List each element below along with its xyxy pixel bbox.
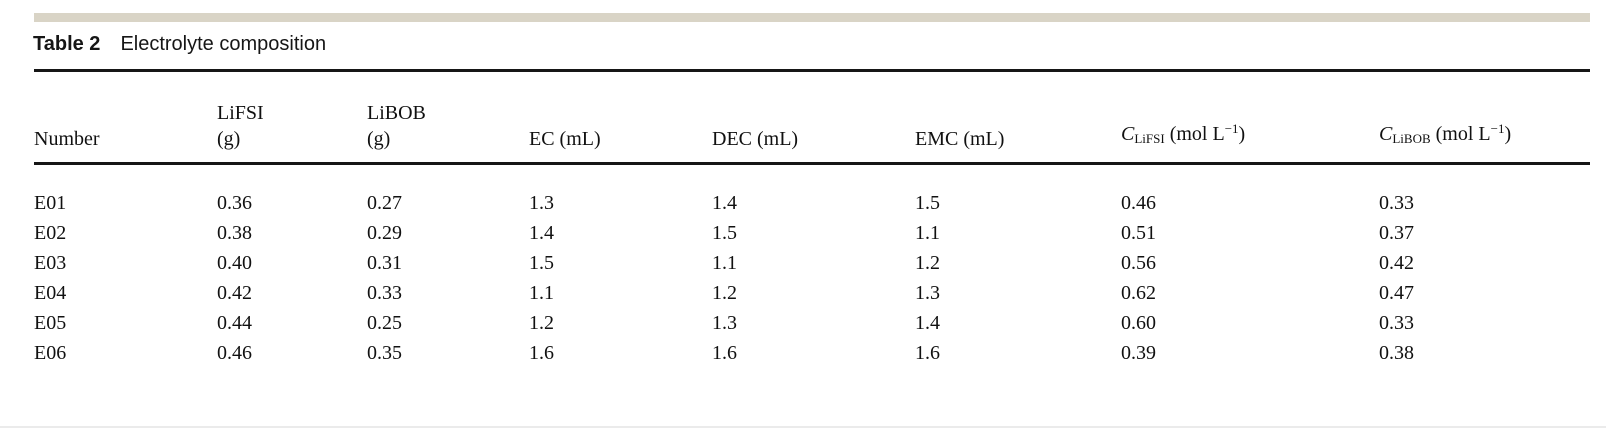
table-row: E06 0.46 0.35 1.6 1.6 1.6 0.39 0.38: [34, 338, 1590, 368]
cell-number: E04: [34, 282, 67, 304]
bottom-divider: [0, 426, 1606, 428]
cell: 0.44: [217, 312, 252, 334]
cell: 1.1: [712, 252, 737, 274]
accent-bar: [34, 13, 1590, 22]
cell: 0.35: [367, 342, 402, 364]
header-lifsi-g: LiFSI (g): [217, 84, 367, 165]
cell: 1.1: [529, 282, 554, 304]
cell: 1.4: [915, 312, 940, 334]
cell: 0.42: [217, 282, 252, 304]
header-c-libob: CLiBOB (mol L−1): [1379, 84, 1590, 165]
cell: 1.5: [529, 252, 554, 274]
cell: 0.33: [1379, 312, 1414, 334]
cell-number: E05: [34, 312, 67, 334]
cell: 0.29: [367, 222, 402, 244]
cell: 0.42: [1379, 252, 1414, 274]
cell: 0.31: [367, 252, 402, 274]
header-libob-g: LiBOB (g): [367, 84, 529, 165]
cell: 0.38: [217, 222, 252, 244]
cell: 1.2: [915, 252, 940, 274]
header-c-lifsi: CLiFSI (mol L−1): [1121, 84, 1379, 165]
cell: 1.2: [712, 282, 737, 304]
table-title: Table 2 Electrolyte composition: [33, 33, 326, 56]
header-dec: DEC (mL): [712, 84, 915, 165]
cell: 1.2: [529, 312, 554, 334]
header-emc: EMC (mL): [915, 84, 1121, 165]
cell-number: E02: [34, 222, 67, 244]
cell: 0.51: [1121, 222, 1156, 244]
header-number: Number: [34, 84, 217, 165]
cell: 1.6: [915, 342, 940, 364]
cell: 1.1: [915, 222, 940, 244]
cell-number: E03: [34, 252, 67, 274]
cell: 0.25: [367, 312, 402, 334]
cell: 0.46: [1121, 192, 1156, 214]
cell: 1.6: [529, 342, 554, 364]
cell: 0.37: [1379, 222, 1414, 244]
cell: 1.5: [915, 192, 940, 214]
cell: 1.4: [712, 192, 737, 214]
table-row: E01 0.36 0.27 1.3 1.4 1.5 0.46 0.33: [34, 164, 1590, 219]
cell: 1.4: [529, 222, 554, 244]
cell: 1.6: [712, 342, 737, 364]
cell: 0.38: [1379, 342, 1414, 364]
cell: 0.39: [1121, 342, 1156, 364]
cell: 1.3: [529, 192, 554, 214]
table-row: E03 0.40 0.31 1.5 1.1 1.2 0.56 0.42: [34, 248, 1590, 278]
cell: 1.3: [915, 282, 940, 304]
cell: 0.40: [217, 252, 252, 274]
cell: 0.33: [1379, 192, 1414, 214]
table-row: E05 0.44 0.25 1.2 1.3 1.4 0.60 0.33: [34, 308, 1590, 338]
cell: 0.36: [217, 192, 252, 214]
cell: 0.47: [1379, 282, 1414, 304]
table-label: Table 2: [33, 33, 101, 55]
table-row: E04 0.42 0.33 1.1 1.2 1.3 0.62 0.47: [34, 278, 1590, 308]
header-row: Number LiFSI (g) LiBOB (g) EC (mL) DEC (…: [34, 84, 1590, 165]
table-caption: Electrolyte composition: [120, 33, 327, 55]
electrolyte-composition-table: Number LiFSI (g) LiBOB (g) EC (mL) DEC (…: [34, 84, 1590, 368]
cell: 1.3: [712, 312, 737, 334]
cell: 0.56: [1121, 252, 1156, 274]
cell: 0.62: [1121, 282, 1156, 304]
cell-number: E01: [34, 192, 67, 214]
cell: 0.33: [367, 282, 402, 304]
cell: 0.27: [367, 192, 402, 214]
cell: 1.5: [712, 222, 737, 244]
cell-number: E06: [34, 342, 67, 364]
header-ec: EC (mL): [529, 84, 712, 165]
cell: 0.46: [217, 342, 252, 364]
table-row: E02 0.38 0.29 1.4 1.5 1.1 0.51 0.37: [34, 218, 1590, 248]
cell: 0.60: [1121, 312, 1156, 334]
top-rule: [34, 69, 1590, 72]
